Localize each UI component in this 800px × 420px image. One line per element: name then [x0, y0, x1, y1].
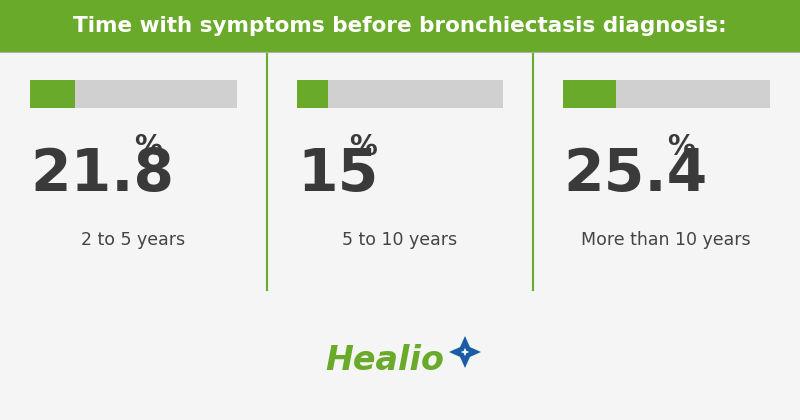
Bar	[0, 0, 800, 52]
Text: %: %	[134, 133, 162, 161]
Polygon shape	[461, 348, 469, 356]
Text: Healio: Healio	[326, 344, 445, 376]
Text: More than 10 years: More than 10 years	[581, 231, 751, 249]
Text: 2 to 5 years: 2 to 5 years	[81, 231, 185, 249]
Text: %: %	[667, 133, 694, 161]
Bar	[30, 80, 75, 108]
Bar	[297, 80, 328, 108]
Text: %: %	[349, 133, 377, 161]
Text: 15: 15	[297, 147, 378, 204]
Bar	[30, 80, 237, 108]
Text: 25.4: 25.4	[563, 147, 707, 204]
Bar	[297, 80, 503, 108]
Text: 21.8: 21.8	[30, 147, 174, 204]
Bar	[563, 80, 770, 108]
Bar	[563, 80, 615, 108]
Text: 5 to 10 years: 5 to 10 years	[342, 231, 458, 249]
Polygon shape	[449, 336, 481, 368]
Text: Time with symptoms before bronchiectasis diagnosis:: Time with symptoms before bronchiectasis…	[73, 16, 727, 36]
